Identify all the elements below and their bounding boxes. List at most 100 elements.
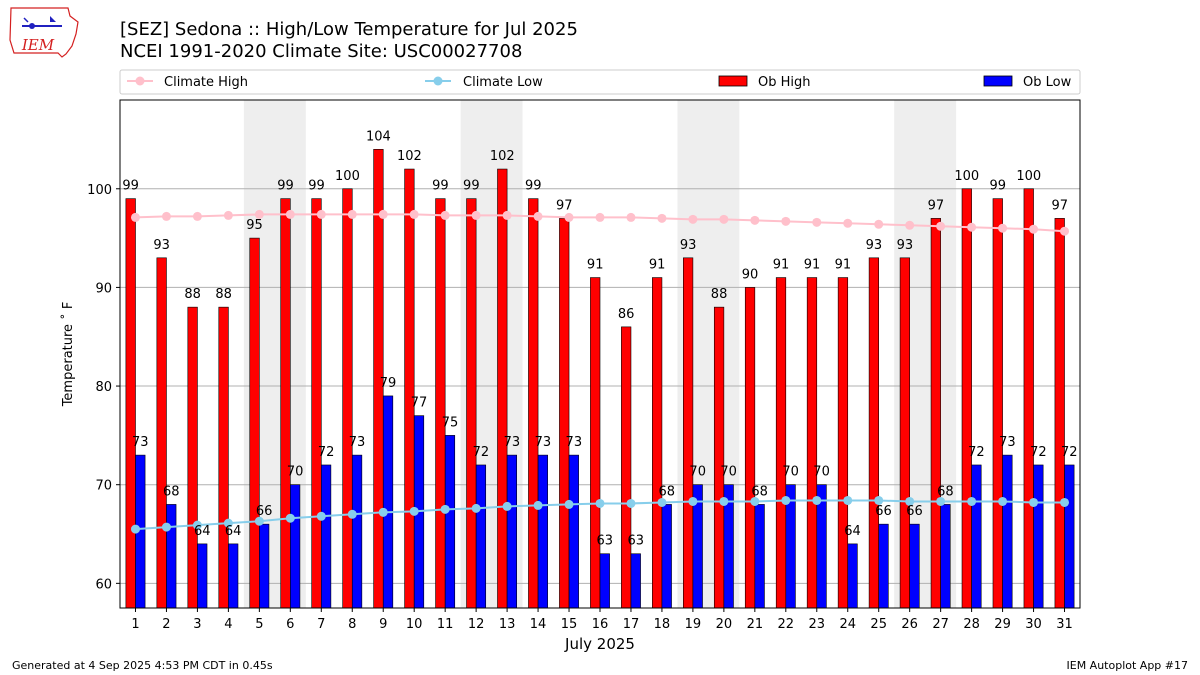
label-ob-low-7: 72: [318, 445, 335, 460]
point-climate-high-13: [502, 210, 512, 220]
label-ob-high-10: 102: [397, 149, 422, 164]
bar-ob-high-13: [497, 168, 508, 609]
x-tick-label-11: 11: [437, 617, 454, 632]
label-ob-low-29: 73: [999, 435, 1016, 450]
x-tick-label-29: 29: [994, 617, 1011, 632]
label-ob-high-22: 91: [773, 258, 790, 273]
label-ob-high-8: 100: [335, 169, 360, 184]
x-tick-label-31: 31: [1056, 617, 1073, 632]
point-climate-low-30: [1029, 497, 1039, 507]
label-ob-low-8: 73: [349, 435, 366, 450]
bar-ob-high-23: [806, 277, 818, 609]
bar-ob-high-22: [775, 277, 787, 609]
legend-label-ob-high: Ob High: [758, 75, 811, 90]
label-ob-low-6: 70: [287, 465, 304, 480]
point-climate-low-10: [409, 506, 419, 516]
y-axis-title: Temperature ˚ F: [60, 302, 76, 408]
label-ob-high-23: 91: [804, 258, 821, 273]
bar-ob-low-16: [599, 553, 610, 609]
point-climate-high-4: [223, 210, 233, 220]
point-climate-low-2: [161, 522, 171, 532]
label-ob-low-21: 68: [751, 484, 768, 499]
point-climate-low-5: [254, 516, 264, 526]
x-tick-label-28: 28: [963, 617, 980, 632]
point-climate-low-31: [1060, 497, 1070, 507]
legend: Climate High Climate Low Ob High Ob Low: [119, 69, 1081, 95]
legend-label-climate-low: Climate Low: [463, 75, 543, 90]
label-ob-low-12: 72: [473, 445, 490, 460]
point-climate-high-26: [905, 220, 915, 230]
bar-ob-low-6: [290, 484, 301, 609]
point-climate-high-28: [967, 222, 977, 232]
x-tick-label-13: 13: [499, 617, 516, 632]
bar-ob-high-12: [466, 198, 477, 609]
plot-frame: [119, 99, 1081, 609]
bar-ob-high-16: [590, 277, 601, 609]
x-tick-label-22: 22: [778, 617, 795, 632]
point-climate-low-28: [967, 496, 977, 506]
bar-ob-high-2: [156, 257, 167, 609]
bar-ob-low-30: [1033, 464, 1044, 609]
bar-ob-high-31: [1054, 218, 1065, 609]
bar-ob-high-17: [621, 326, 632, 609]
bars: [125, 149, 1075, 609]
point-climate-high-17: [626, 212, 636, 222]
x-tick-label-5: 5: [255, 617, 263, 632]
label-ob-low-16: 63: [597, 534, 614, 549]
label-ob-low-27: 68: [937, 484, 954, 499]
bar-ob-high-29: [992, 198, 1003, 609]
label-ob-low-3: 64: [194, 524, 211, 539]
point-climate-low-11: [440, 504, 450, 514]
label-ob-low-11: 75: [442, 415, 459, 430]
point-climate-low-6: [285, 513, 295, 523]
bar-ob-low-8: [351, 454, 363, 609]
legend-box: [119, 69, 1081, 95]
legend-label-ob-low: Ob Low: [1023, 75, 1072, 90]
point-climate-low-19: [688, 496, 698, 506]
point-climate-low-7: [316, 511, 326, 521]
bar-ob-low-26: [909, 523, 920, 609]
label-ob-high-31: 97: [1051, 198, 1068, 213]
bar-ob-high-3: [187, 306, 198, 609]
point-climate-high-5: [254, 209, 264, 219]
bar-ob-high-5: [249, 237, 260, 609]
point-climate-low-23: [812, 495, 822, 505]
bar-ob-low-18: [661, 504, 672, 609]
point-climate-high-9: [378, 209, 388, 219]
label-ob-low-18: 68: [658, 484, 675, 499]
point-climate-low-9: [378, 507, 388, 517]
label-ob-low-10: 77: [411, 396, 428, 411]
label-ob-low-4: 64: [225, 524, 242, 539]
bar-ob-high-26: [899, 257, 910, 609]
point-climate-low-13: [502, 501, 512, 511]
iem-logo: IEM: [9, 7, 79, 58]
label-ob-high-17: 86: [618, 307, 635, 322]
point-climate-high-24: [843, 218, 853, 228]
bar-ob-low-4: [228, 543, 239, 609]
point-climate-high-10: [409, 209, 419, 219]
point-climate-low-14: [533, 500, 543, 510]
point-climate-high-16: [595, 212, 605, 222]
x-tick-label-10: 10: [406, 617, 423, 632]
bar-ob-high-7: [311, 198, 322, 609]
bar-ob-low-5: [259, 523, 270, 609]
label-ob-high-24: 91: [835, 258, 852, 273]
x-axis-title: July 2025: [564, 635, 635, 653]
label-ob-low-22: 70: [782, 465, 799, 480]
x-tick-label-23: 23: [809, 617, 826, 632]
bar-ob-high-20: [713, 306, 725, 609]
label-ob-low-14: 73: [535, 435, 552, 450]
label-ob-low-15: 73: [566, 435, 583, 450]
bar-ob-high-28: [961, 188, 972, 609]
point-climate-low-24: [843, 495, 853, 505]
label-ob-high-2: 93: [153, 238, 170, 253]
x-tick-label-9: 9: [379, 617, 387, 632]
label-ob-high-12: 99: [463, 179, 480, 194]
bar-ob-low-11: [444, 435, 456, 609]
label-ob-high-26: 93: [897, 238, 914, 253]
bar-ob-low-17: [630, 553, 641, 609]
x-tick-label-4: 4: [224, 617, 232, 632]
point-climate-low-3: [192, 520, 202, 530]
x-tick-label-30: 30: [1025, 617, 1042, 632]
point-climate-high-19: [688, 214, 698, 224]
